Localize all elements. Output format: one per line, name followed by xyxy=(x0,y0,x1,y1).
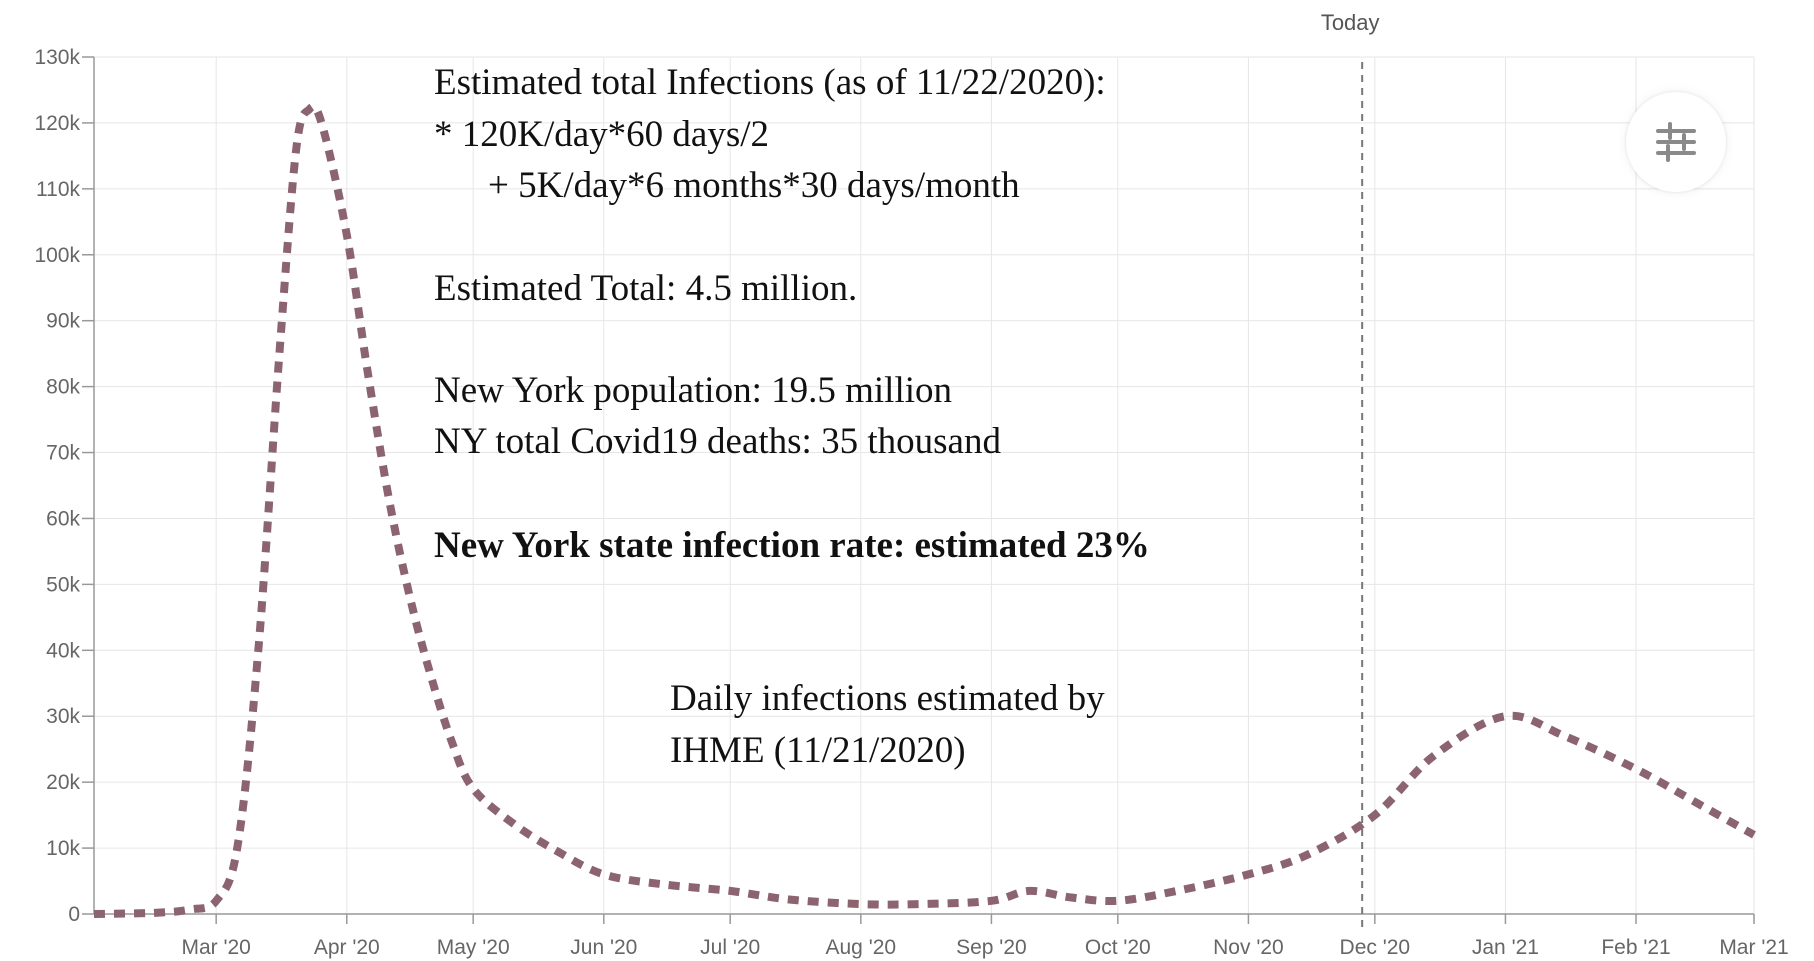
y-tick-label: 130k xyxy=(34,46,80,69)
annotation-line-3: + 5K/day*6 months*30 days/month xyxy=(488,165,1020,206)
y-tick-label: 80k xyxy=(46,376,80,399)
series-label-line-2: IHME (11/21/2020) xyxy=(670,730,966,771)
annotation-line-6: NY total Covid19 deaths: 35 thousand xyxy=(434,421,1001,462)
y-tick-label: 110k xyxy=(36,178,80,201)
y-tick-label: 40k xyxy=(46,639,80,662)
x-tick-label: Jun '20 xyxy=(570,936,637,959)
y-tick-label: 0 xyxy=(68,903,80,926)
series-line-daily-infections xyxy=(93,102,1756,918)
x-tick-label: Feb '21 xyxy=(1601,936,1670,959)
annotation-line-5: New York population: 19.5 million xyxy=(434,370,953,411)
y-tick-label: 90k xyxy=(46,310,80,333)
x-tick-label: Mar '20 xyxy=(181,936,250,959)
y-tick-label: 70k xyxy=(46,442,80,465)
today-label: Today xyxy=(1321,10,1380,35)
x-tick-label: Nov '20 xyxy=(1213,936,1284,959)
y-tick-label: 20k xyxy=(46,771,80,794)
y-tick-label: 10k xyxy=(46,837,80,860)
x-tick-label: Mar '21 xyxy=(1719,936,1788,959)
x-tick-label: Oct '20 xyxy=(1085,936,1151,959)
y-tick-label: 50k xyxy=(46,573,80,596)
x-tick-label: Sep '20 xyxy=(956,936,1027,959)
x-tick-label: Apr '20 xyxy=(314,936,380,959)
annotation-line-4: Estimated Total: 4.5 million. xyxy=(434,268,858,309)
annotation-line-1: Estimated total Infections (as of 11/22/… xyxy=(434,62,1106,103)
annotation-infection-rate: New York state infection rate: estimated… xyxy=(434,525,1150,566)
x-tick-label: May '20 xyxy=(437,936,510,959)
x-tick-label: Aug '20 xyxy=(826,936,897,959)
y-tick-label: 100k xyxy=(34,244,80,267)
y-tick-label: 60k xyxy=(46,507,80,530)
y-tick-label: 30k xyxy=(46,705,80,728)
chart-settings-button[interactable] xyxy=(1626,92,1726,192)
x-tick-label: Dec '20 xyxy=(1340,936,1411,959)
y-tick-label: 120k xyxy=(34,112,80,135)
series-label-line-1: Daily infections estimated by xyxy=(670,678,1105,719)
sliders-icon xyxy=(1656,122,1696,162)
x-tick-label: Jul '20 xyxy=(700,936,760,959)
x-tick-label: Jan '21 xyxy=(1472,936,1539,959)
annotation-line-2: * 120K/day*60 days/2 xyxy=(434,114,770,155)
